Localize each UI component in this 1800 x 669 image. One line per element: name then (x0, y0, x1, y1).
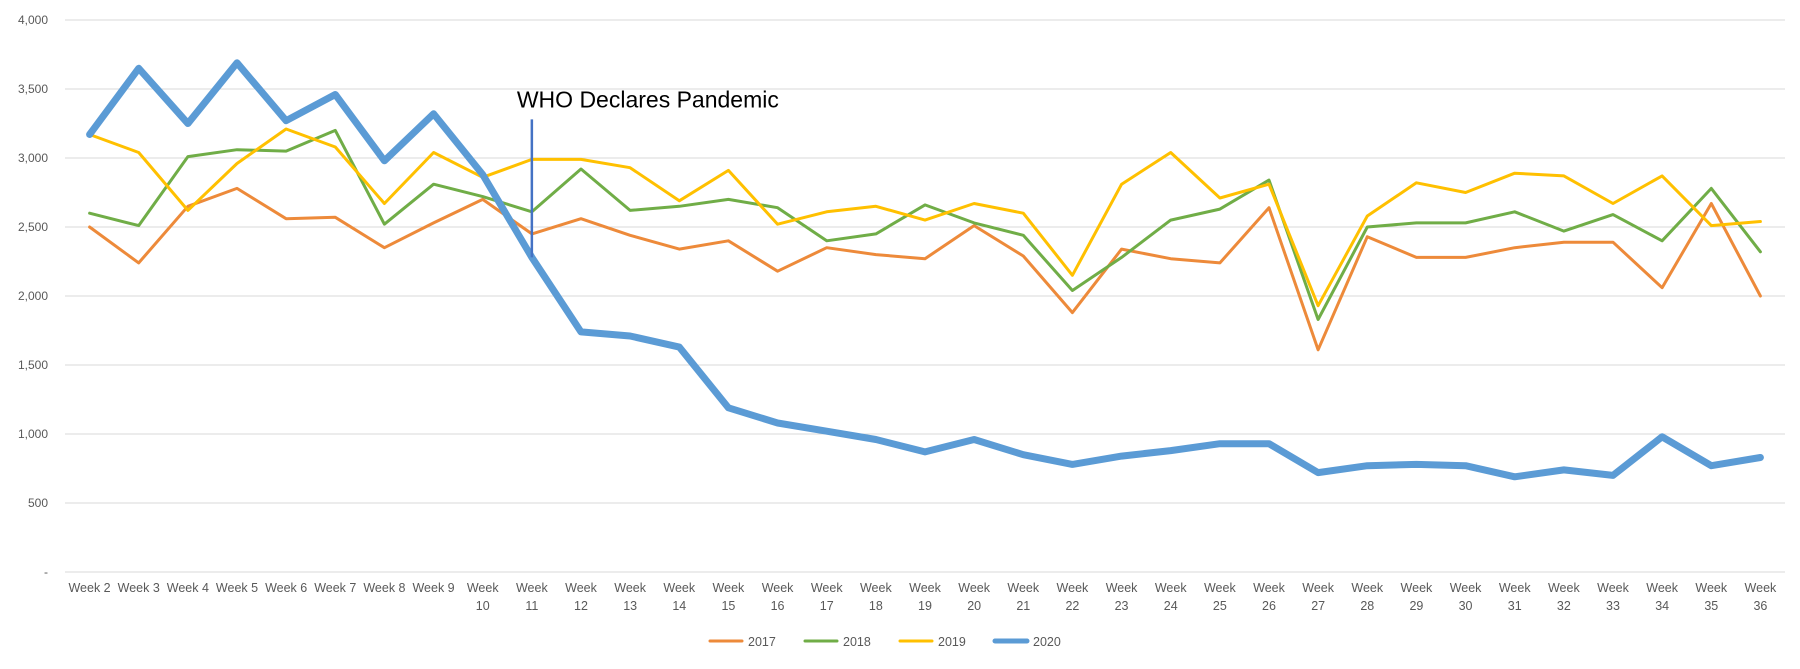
x-tick-label: Week 19 (909, 581, 941, 613)
x-tick-label: Week 6 (265, 581, 307, 595)
legend-label: 2018 (843, 635, 871, 649)
x-tick-label: Week 3 (118, 581, 160, 595)
x-tick-label: Week 7 (314, 581, 356, 595)
y-tick-label: - (44, 565, 48, 579)
x-tick-label: Week 33 (1597, 581, 1629, 613)
x-tick-label: Week 28 (1351, 581, 1383, 613)
x-tick-label: Week 10 (467, 581, 499, 613)
x-tick-label: Week 17 (811, 581, 843, 613)
series-line-2019 (88, 127, 1762, 308)
y-tick-label: 500 (28, 496, 48, 510)
x-tick-label: Week 20 (958, 581, 990, 613)
y-tick-label: 3,000 (18, 151, 48, 165)
x-tick-label: Week 13 (614, 581, 646, 613)
series-line-2018 (88, 128, 1762, 321)
x-tick-label: Week 21 (1007, 581, 1039, 613)
y-tick-label: 1,000 (18, 427, 48, 441)
x-tick-label: Week 29 (1401, 581, 1433, 613)
x-tick-label: Week 23 (1106, 581, 1138, 613)
x-tick-label: Week 2 (68, 581, 110, 595)
x-tick-label: Week 15 (713, 581, 745, 613)
legend-label: 2020 (1033, 635, 1061, 649)
x-tick-label: Week 34 (1646, 581, 1678, 613)
x-tick-label: Week 9 (412, 581, 454, 595)
x-tick-label: Week 36 (1745, 581, 1777, 613)
x-tick-label: Week 22 (1057, 581, 1089, 613)
x-tick-label: Week 11 (516, 581, 548, 613)
x-tick-label: Week 18 (860, 581, 892, 613)
legend-label: 2019 (938, 635, 966, 649)
x-tick-label: Week 30 (1450, 581, 1482, 613)
x-tick-label: Week 4 (167, 581, 209, 595)
x-tick-label: Week 25 (1204, 581, 1236, 613)
x-tick-label: Week 27 (1302, 581, 1334, 613)
legend-label: 2017 (748, 635, 776, 649)
y-tick-label: 2,500 (18, 220, 48, 234)
y-tick-label: 4,000 (18, 13, 48, 27)
annotation-label: WHO Declares Pandemic (517, 86, 779, 112)
x-tick-label: Week 35 (1695, 581, 1727, 613)
y-tick-label: 2,000 (18, 289, 48, 303)
y-tick-label: 1,500 (18, 358, 48, 372)
series-line-2017 (88, 186, 1762, 352)
x-tick-label: Week 26 (1253, 581, 1285, 613)
series-line-2020 (86, 59, 1764, 481)
x-tick-label: Week 24 (1155, 581, 1187, 613)
x-tick-label: Week 31 (1499, 581, 1531, 613)
x-tick-label: Week 32 (1548, 581, 1580, 613)
x-tick-label: Week 5 (216, 581, 258, 595)
x-tick-label: Week 16 (762, 581, 794, 613)
x-tick-label: Week 14 (663, 581, 695, 613)
y-tick-label: 3,500 (18, 82, 48, 96)
x-tick-label: Week 8 (363, 581, 405, 595)
x-tick-label: Week 12 (565, 581, 597, 613)
